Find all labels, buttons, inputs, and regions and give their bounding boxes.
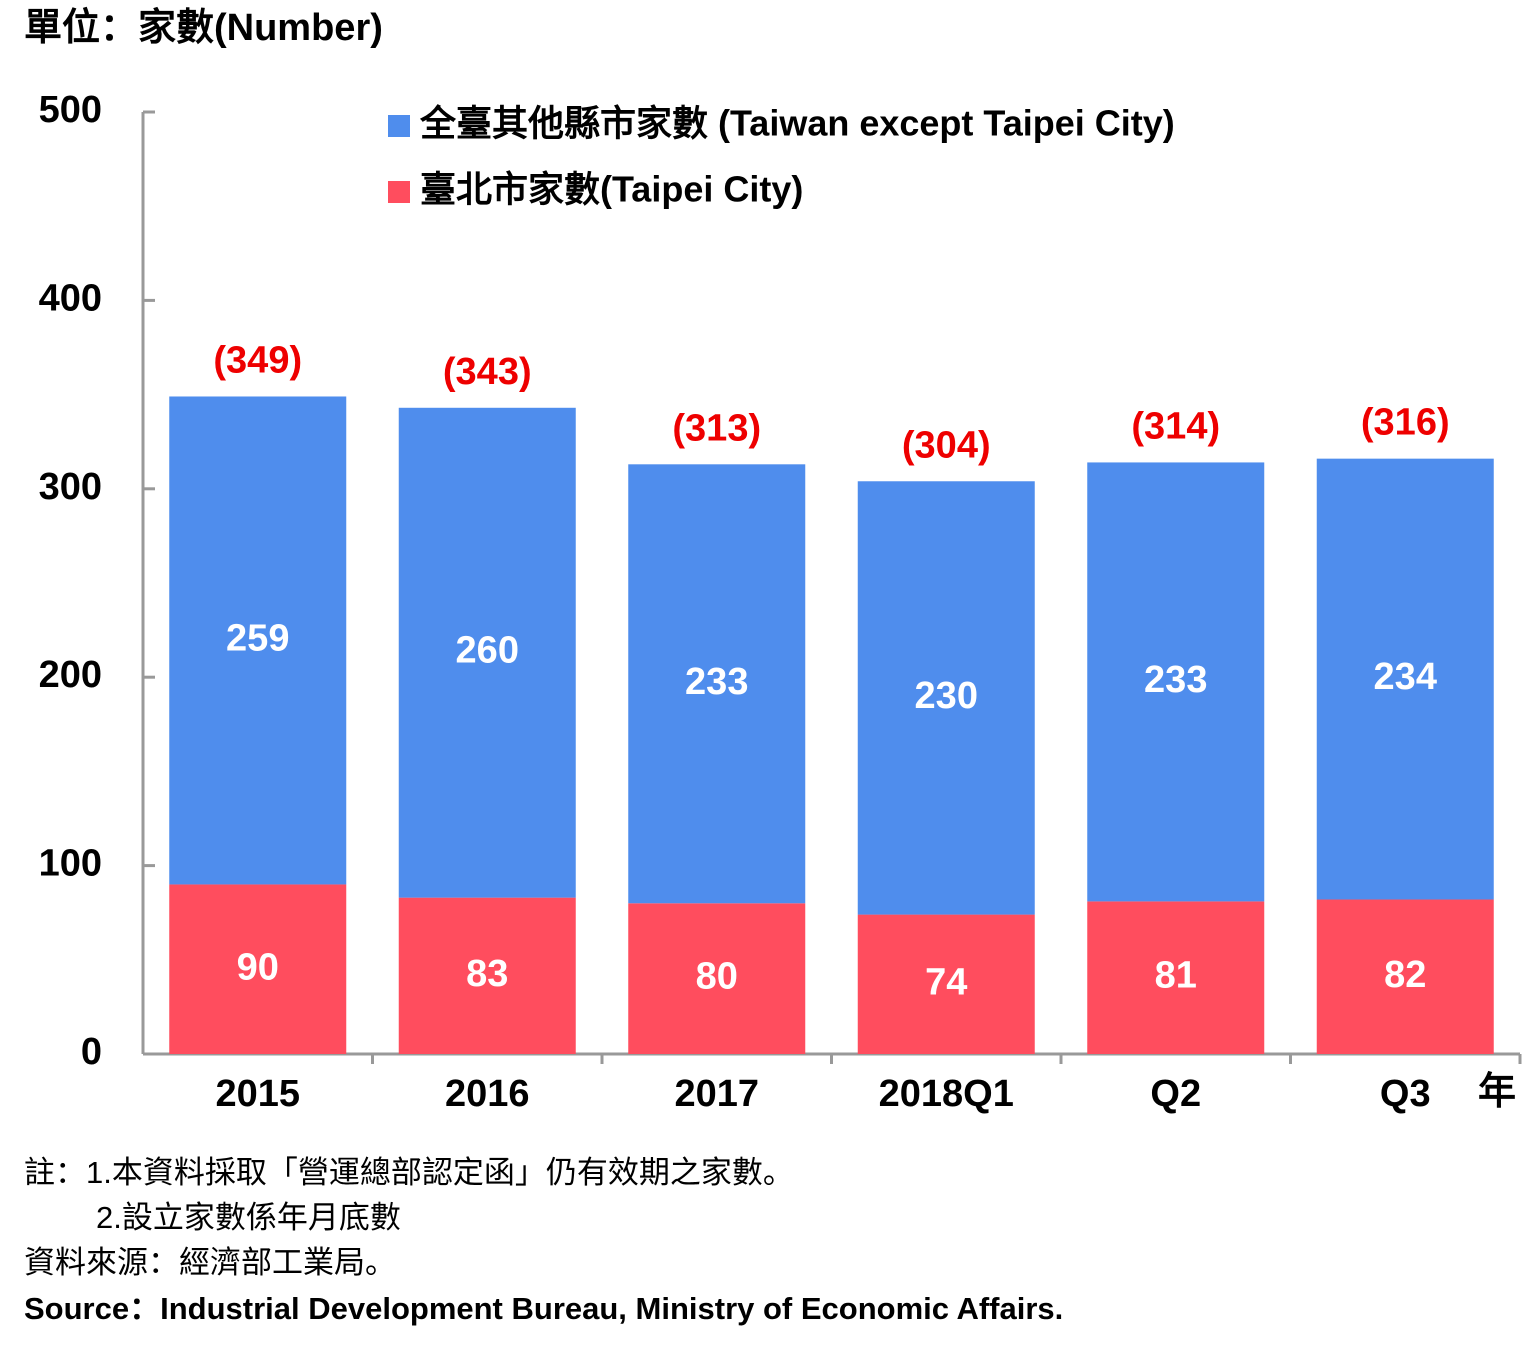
total-label: (316) [1361, 402, 1450, 444]
note: 註：1.本資料採取「營運總部認定函」仍有效期之家數。 [24, 1155, 794, 1190]
bar-segment [169, 884, 347, 1054]
bar-segment [628, 464, 806, 904]
value-label: 233 [685, 661, 748, 703]
value-label: 80 [696, 956, 738, 998]
bar-segment [1316, 458, 1494, 900]
y-tick-label: 100 [39, 843, 102, 885]
value-label: 83 [466, 953, 508, 995]
bar-segment [1087, 462, 1265, 902]
y-tick-label: 400 [39, 277, 102, 319]
value-label: 90 [237, 946, 279, 988]
source: Source：Industrial Development Bureau, Mi… [24, 1291, 1063, 1326]
bar-segment [398, 407, 576, 898]
note: 資料來源：經濟部工業局。 [24, 1245, 396, 1280]
x-tick-label: 2016 [445, 1073, 530, 1115]
legend-swatch [388, 181, 410, 203]
value-label: 82 [1384, 954, 1426, 996]
unit-label: 單位：家數(Number) [24, 7, 383, 49]
bar-segment [169, 396, 347, 885]
total-label: (304) [902, 424, 991, 466]
legend-label: 全臺其他縣市家數 (Taiwan except Taipei City) [419, 103, 1175, 144]
x-tick-label: 2017 [674, 1073, 759, 1115]
y-tick-label: 200 [39, 654, 102, 696]
legend-swatch [388, 115, 410, 137]
total-label: (343) [443, 351, 532, 393]
total-label: (314) [1131, 405, 1220, 447]
bar-segment [857, 914, 1035, 1054]
bar-segment [628, 903, 806, 1054]
bar-segment [1316, 899, 1494, 1054]
note: 2.設立家數係年月底數 [96, 1200, 401, 1235]
x-axis-label: 年 [1478, 1071, 1516, 1113]
value-label: 260 [456, 630, 519, 672]
value-label: 234 [1374, 656, 1437, 698]
bar-segment [857, 481, 1035, 915]
value-label: 233 [1144, 659, 1207, 701]
y-tick-label: 300 [39, 466, 102, 508]
total-label: (349) [213, 340, 302, 382]
bar-segment [1087, 901, 1265, 1054]
value-label: 259 [226, 617, 289, 659]
x-tick-label: Q2 [1150, 1073, 1201, 1115]
legend-label: 臺北市家數(Taipei City) [420, 169, 803, 210]
total-label: (313) [672, 407, 761, 449]
value-label: 230 [915, 675, 978, 717]
value-label: 81 [1155, 955, 1197, 997]
x-tick-label: 2018Q1 [879, 1073, 1014, 1115]
x-tick-label: 2015 [215, 1073, 300, 1115]
bar-segment [398, 897, 576, 1054]
x-tick-label: Q3 [1380, 1073, 1431, 1115]
y-tick-label: 500 [39, 89, 102, 131]
y-tick-label: 0 [81, 1031, 102, 1073]
value-label: 74 [925, 961, 967, 1003]
